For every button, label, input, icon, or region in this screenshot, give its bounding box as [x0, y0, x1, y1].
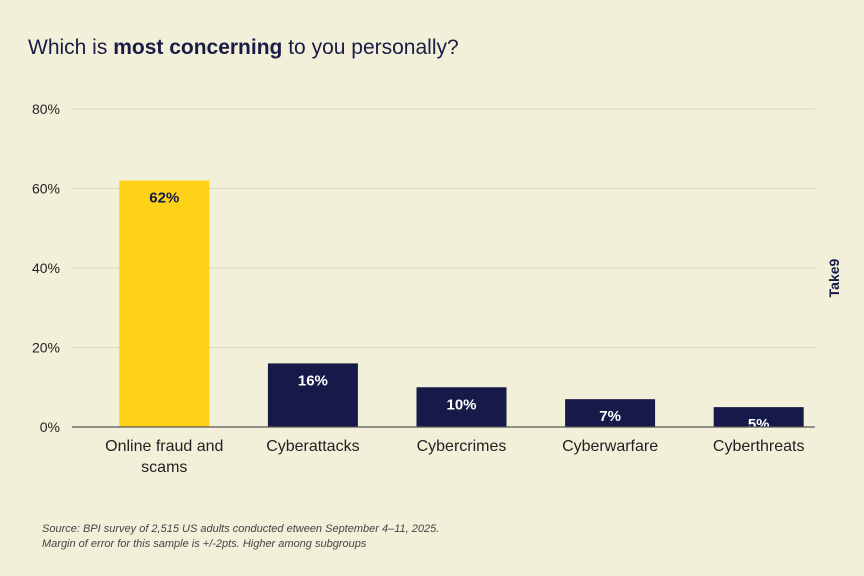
x-tick-label: Cybercrimes: [417, 438, 507, 455]
y-tick-label: 40%: [32, 260, 60, 276]
source-line-2: Margin of error for this sample is +/-2p…: [42, 538, 367, 550]
bar: [713, 407, 804, 427]
bar: [565, 399, 656, 427]
data-label: 7%: [599, 408, 621, 425]
title-suffix: to you personally?: [282, 36, 459, 59]
x-tick-label: Online fraud and: [105, 438, 223, 455]
title-prefix: Which is: [28, 36, 114, 59]
x-tick-label: Cyberattacks: [266, 438, 359, 455]
y-tick-label: 0%: [40, 419, 60, 435]
data-label: 16%: [298, 372, 328, 389]
source-note: Source: BPI survey of 2,515 US adults co…: [42, 522, 439, 552]
x-tick-label: scams: [141, 459, 187, 476]
data-label: 10%: [446, 396, 476, 413]
bar: [267, 363, 358, 427]
y-tick-label: 20%: [32, 340, 60, 356]
y-tick-label: 80%: [32, 101, 60, 117]
title-bold: most concerning: [113, 36, 283, 59]
data-label: 5%: [748, 416, 770, 433]
bar: [416, 387, 507, 427]
source-line-1: Source: BPI survey of 2,515 US adults co…: [42, 523, 440, 535]
chart-title: Which is most concerning to you personal…: [28, 36, 459, 60]
take9-logo: Take9: [826, 258, 842, 298]
y-tick-label: 60%: [32, 181, 60, 197]
x-tick-label: Cyberthreats: [713, 438, 805, 455]
x-tick-label: Cyberwarfare: [562, 438, 658, 455]
bar: [119, 180, 210, 427]
data-label: 62%: [149, 190, 179, 207]
